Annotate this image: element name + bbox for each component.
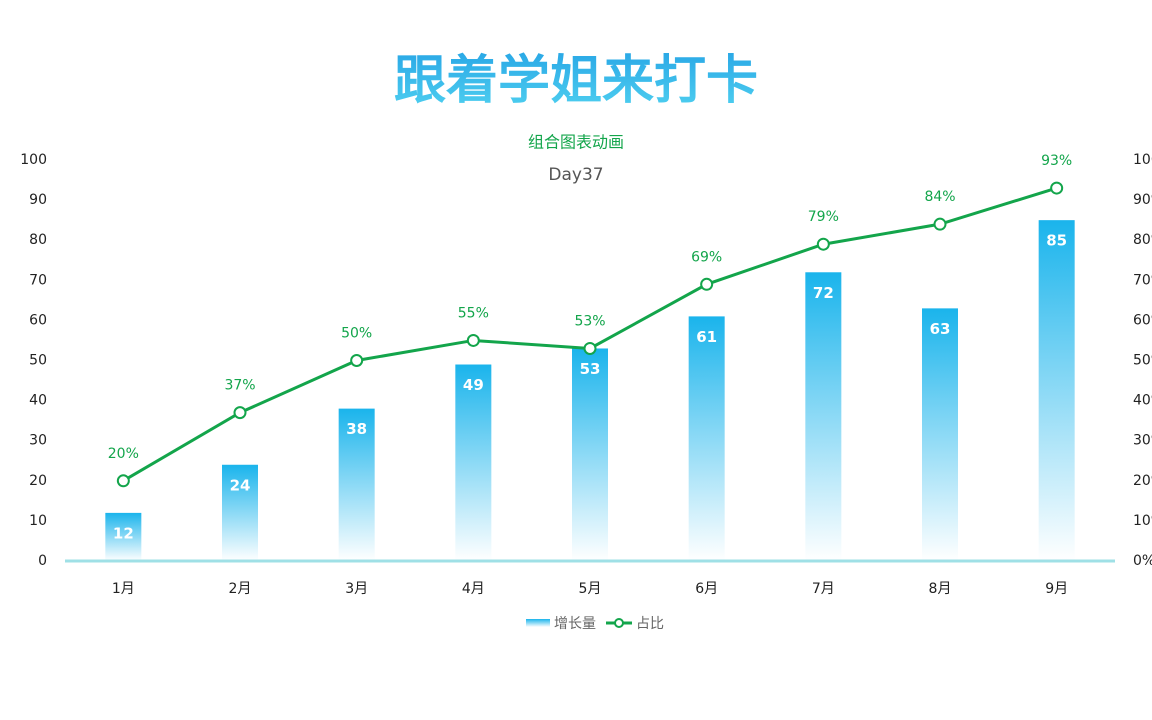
y-tick-label: 40 [29, 393, 47, 409]
y2-tick-label: 70% [1133, 272, 1152, 288]
line-marker [1050, 181, 1064, 195]
line-marker [116, 474, 130, 488]
line-marker [933, 217, 947, 231]
data-label: 93% [1041, 153, 1072, 169]
data-label: 72 [813, 284, 834, 302]
data-label: 49 [463, 376, 484, 394]
y2-tick-label: 100% [1133, 152, 1152, 168]
line-marker [816, 237, 830, 251]
x-tick-label: 7月 [812, 581, 835, 597]
data-label: 55% [458, 305, 489, 321]
y-tick-label: 70 [29, 272, 47, 288]
line-marker [700, 277, 714, 291]
data-label: 24 [230, 476, 251, 494]
y2-tick-label: 50% [1133, 353, 1152, 369]
data-label: 61 [696, 328, 717, 346]
x-tick-label: 3月 [345, 581, 368, 597]
annotation: Day37 [548, 165, 603, 185]
y2-tick-label: 30% [1133, 433, 1152, 449]
bar [572, 348, 608, 561]
x-tick-label: 2月 [229, 581, 252, 597]
line-marker [233, 406, 247, 420]
bar [1038, 220, 1075, 561]
data-label: 63 [930, 320, 951, 338]
y-tick-label: 0 [38, 553, 47, 569]
x-tick-label: 1月 [112, 581, 135, 597]
y2-tick-label: 60% [1133, 312, 1152, 328]
x-tick-label: 5月 [579, 581, 602, 597]
y-tick-label: 100 [20, 152, 47, 168]
x-tick-label: 6月 [695, 581, 718, 597]
legend-label: 占比 [636, 616, 664, 632]
data-label: 53% [574, 313, 605, 329]
bar [338, 408, 375, 561]
data-label: 53 [580, 360, 601, 378]
data-label: 20% [108, 446, 139, 462]
x-tick-label: 4月 [462, 581, 485, 597]
line-marker [466, 333, 480, 347]
legend-label: 增长量 [554, 616, 596, 632]
line-marker [583, 341, 597, 355]
x-tick-label: 9月 [1045, 581, 1068, 597]
legend-swatch [614, 618, 624, 628]
y2-tick-label: 80% [1133, 232, 1152, 248]
y-tick-label: 10 [29, 513, 47, 529]
y2-tick-label: 20% [1133, 473, 1152, 489]
bar [455, 364, 492, 561]
bar [805, 272, 842, 561]
y2-tick-label: 90% [1133, 192, 1152, 208]
bar [922, 308, 958, 561]
legend-swatch [526, 619, 550, 627]
y-tick-label: 90 [29, 192, 47, 208]
bar [105, 512, 142, 561]
y2-tick-label: 40% [1133, 393, 1152, 409]
data-label: 85 [1046, 232, 1067, 250]
y2-tick-label: 10% [1133, 513, 1152, 529]
data-label: 84% [924, 189, 955, 205]
chart-title: 跟着学姐来打卡 [394, 51, 758, 111]
y-tick-label: 50 [29, 353, 47, 369]
y-tick-label: 60 [29, 312, 47, 328]
bar [222, 464, 258, 561]
y2-tick-label: 0% [1133, 553, 1152, 569]
line-marker [350, 354, 364, 367]
data-label: 38 [346, 420, 367, 438]
chart-subtitle: 组合图表动画 [528, 133, 624, 152]
y-tick-label: 30 [29, 433, 47, 449]
data-label: 12 [113, 524, 134, 542]
x-tick-label: 8月 [929, 581, 952, 597]
data-label: 79% [808, 209, 839, 225]
y-tick-label: 20 [29, 473, 47, 489]
y-tick-label: 80 [29, 232, 47, 248]
data-label: 69% [691, 249, 722, 265]
data-label: 50% [341, 326, 372, 342]
data-label: 37% [224, 378, 255, 394]
bar [688, 316, 725, 561]
